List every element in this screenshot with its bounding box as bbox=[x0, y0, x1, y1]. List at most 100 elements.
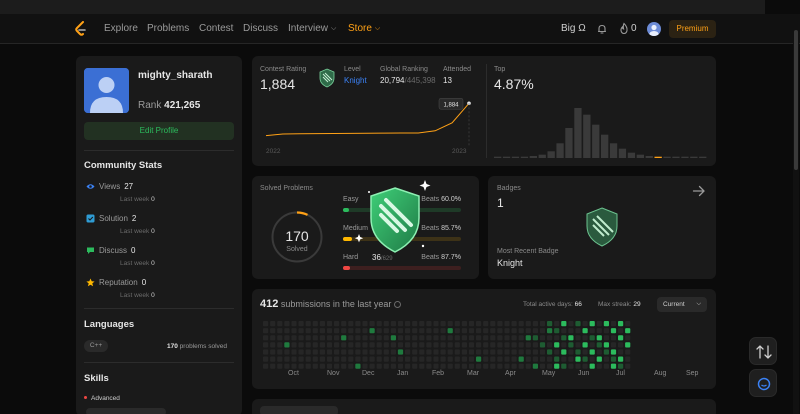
edit-profile-button[interactable]: Edit Profile bbox=[84, 122, 234, 140]
page-scrollbar[interactable] bbox=[793, 14, 799, 414]
nav-discuss[interactable]: Discuss bbox=[243, 23, 279, 34]
heatmap-cell bbox=[610, 321, 617, 327]
nav-store-label: Store bbox=[348, 23, 372, 34]
tab-chip[interactable] bbox=[260, 406, 338, 414]
eye-icon bbox=[86, 184, 95, 189]
badges-panel: Badges 1 Most Recent Badge Knight bbox=[488, 176, 716, 279]
nav-contest[interactable]: Contest bbox=[199, 23, 234, 34]
heatmap-cell bbox=[419, 349, 425, 355]
premium-button[interactable]: Premium bbox=[669, 20, 716, 38]
heatmap-cell bbox=[348, 321, 354, 327]
knight-badge-overlay-icon bbox=[355, 180, 431, 253]
heatmap-cell bbox=[440, 349, 446, 355]
bell-icon[interactable] bbox=[596, 23, 608, 35]
nav-store[interactable]: Store ⌵ bbox=[348, 23, 380, 34]
heatmap-cell bbox=[348, 335, 354, 341]
heatmap-cell bbox=[412, 363, 418, 369]
heatmap-cell bbox=[397, 335, 404, 341]
heatmap-cell bbox=[405, 335, 411, 341]
rating-tooltip-text: 1,884 bbox=[443, 102, 459, 108]
medium-bar-fill bbox=[343, 237, 352, 241]
arrow-right-icon[interactable] bbox=[692, 184, 706, 198]
distribution-bar bbox=[538, 154, 546, 158]
contest-rating-label: Contest Rating bbox=[260, 66, 307, 73]
top-value: 4.87% bbox=[494, 76, 534, 92]
heatmap-cell bbox=[433, 342, 439, 348]
month-label: Jan bbox=[397, 370, 409, 377]
heatmap-cell bbox=[561, 356, 567, 362]
chat-button[interactable] bbox=[749, 369, 777, 397]
chart-year-end: 2023 bbox=[452, 148, 467, 155]
heatmap-cell bbox=[610, 342, 617, 348]
knight-badge-icon[interactable] bbox=[583, 206, 621, 248]
heatmap-cell bbox=[504, 321, 510, 327]
heatmap-cell bbox=[291, 349, 297, 355]
rating-line-chart[interactable]: 1,884 bbox=[262, 94, 477, 146]
heatmap-cell bbox=[603, 342, 609, 348]
distribution-bar bbox=[520, 156, 529, 158]
submissions-label: submissions in the last year bbox=[280, 299, 392, 309]
divider bbox=[84, 150, 234, 151]
heatmap-cell bbox=[405, 356, 411, 362]
scrollbar-thumb[interactable] bbox=[794, 30, 798, 170]
heatmap-cell bbox=[397, 328, 404, 334]
heatmap-cell bbox=[525, 342, 531, 348]
heatmap-cell bbox=[433, 328, 439, 334]
heatmap-cell bbox=[326, 342, 333, 348]
panel-divider bbox=[486, 64, 487, 158]
submissions-panel: 412 submissions in the last year Total a… bbox=[252, 289, 716, 389]
heatmap-cell bbox=[547, 363, 553, 369]
nav-problems[interactable]: Problems bbox=[147, 23, 190, 34]
heatmap-cell bbox=[440, 356, 446, 362]
chevron-down-icon: ⌵ bbox=[374, 25, 381, 32]
heatmap-cell bbox=[525, 349, 531, 355]
heatmap-cell bbox=[319, 342, 325, 348]
heatmap-cell bbox=[476, 356, 482, 362]
heatmap-cell bbox=[326, 328, 333, 334]
month-label: Jun bbox=[578, 370, 590, 377]
swap-icon bbox=[756, 345, 772, 359]
heatmap-cell bbox=[277, 349, 283, 355]
user-avatar-small[interactable] bbox=[647, 22, 661, 36]
heatmap-cell bbox=[454, 328, 460, 334]
nav-explore[interactable]: Explore bbox=[104, 23, 138, 34]
heatmap-cell bbox=[618, 328, 624, 334]
easy-label: Easy bbox=[343, 196, 359, 203]
heatmap-cell bbox=[405, 321, 411, 327]
heatmap-cell bbox=[284, 335, 290, 341]
ranking-distribution-chart[interactable] bbox=[494, 102, 708, 158]
avatar bbox=[84, 68, 129, 113]
heatmap-cell bbox=[454, 363, 460, 369]
default-avatar-icon bbox=[84, 68, 129, 113]
info-icon[interactable] bbox=[393, 301, 401, 308]
skill-chip[interactable] bbox=[86, 408, 166, 414]
heatmap-cell bbox=[355, 363, 361, 369]
language-chip[interactable]: C++ bbox=[84, 340, 108, 352]
heatmap-cell bbox=[263, 342, 269, 348]
global-rank: 20,794 bbox=[380, 76, 405, 85]
heatmap-cell bbox=[625, 349, 631, 355]
heatmap-cell bbox=[554, 321, 560, 327]
heatmap-cell bbox=[447, 356, 453, 362]
heatmap-cell bbox=[369, 321, 375, 327]
stat-reputation-value: 0 bbox=[141, 278, 147, 287]
heatmap-cell bbox=[582, 321, 588, 327]
nav-interview[interactable]: Interview ⌵ bbox=[288, 23, 336, 34]
solved-progress-ring bbox=[271, 211, 323, 263]
heatmap-cell bbox=[305, 349, 311, 355]
year-select[interactable]: Current ⌵ bbox=[657, 297, 707, 312]
heatmap-cell bbox=[447, 335, 453, 341]
big-o-button[interactable]: Big Ω bbox=[561, 23, 586, 34]
leetcode-logo-icon[interactable] bbox=[74, 21, 88, 37]
skills-heading: Skills bbox=[84, 373, 109, 384]
fire-icon[interactable] bbox=[618, 22, 630, 35]
heatmap-cell bbox=[589, 321, 595, 327]
heatmap-cell bbox=[504, 335, 510, 341]
heatmap-cell bbox=[618, 342, 624, 348]
translate-button[interactable] bbox=[749, 337, 777, 365]
heatmap-cell bbox=[483, 363, 489, 369]
heatmap-cell bbox=[447, 328, 453, 334]
heatmap-cell bbox=[483, 321, 489, 327]
heatmap-cell bbox=[433, 349, 439, 355]
heatmap-cell bbox=[625, 335, 631, 341]
